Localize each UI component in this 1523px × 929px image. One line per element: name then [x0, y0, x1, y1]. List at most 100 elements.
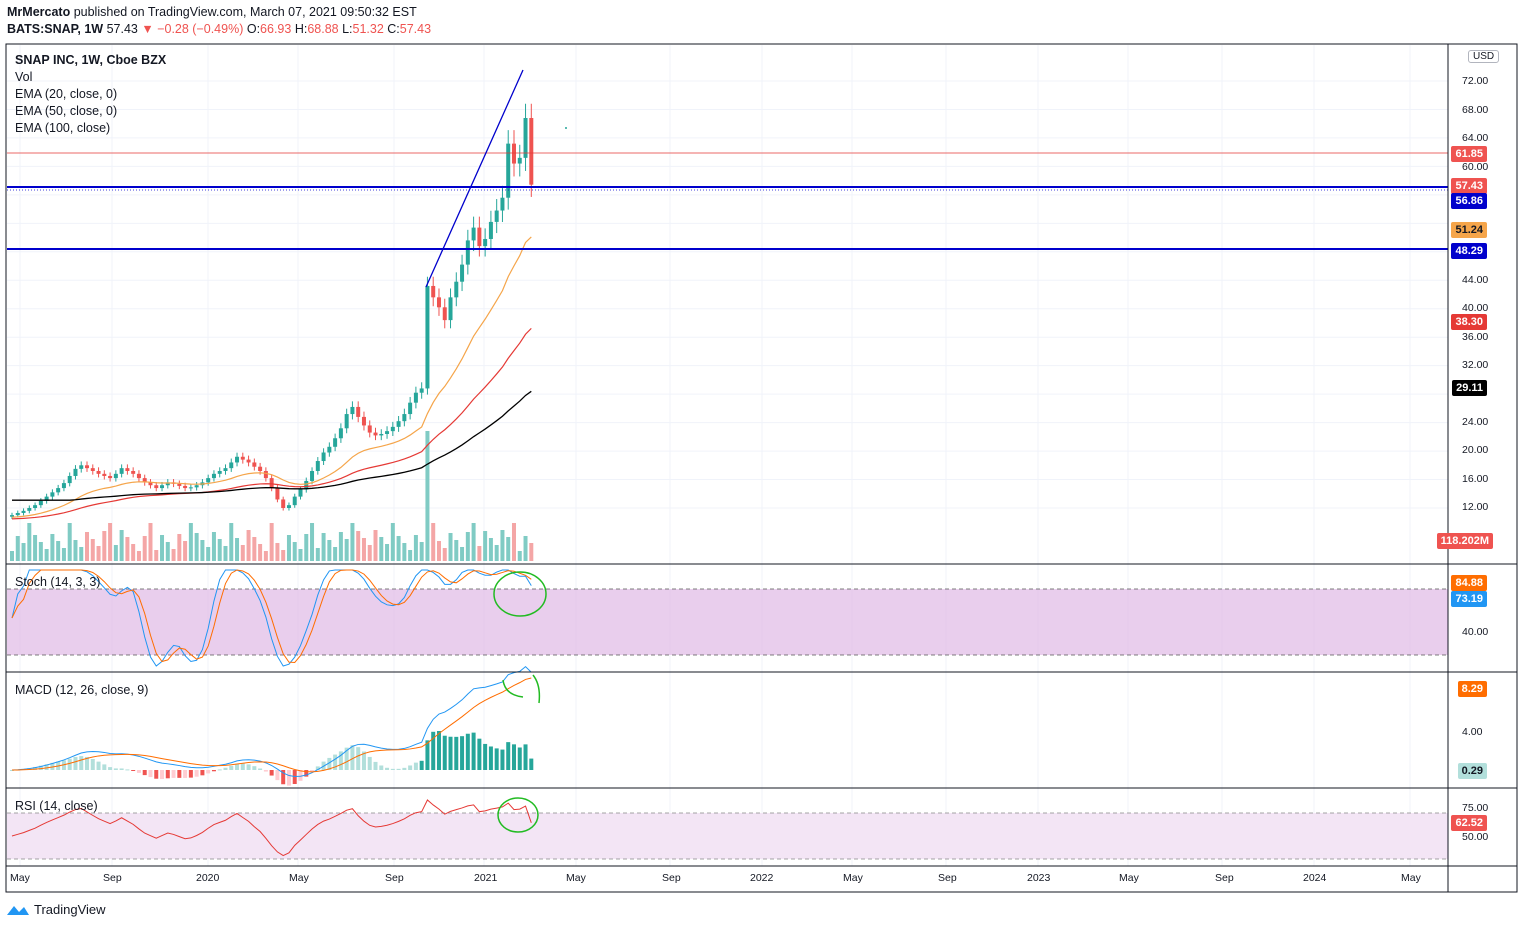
macd-hist-bar — [402, 767, 407, 770]
time-tick: 2023 — [1027, 872, 1051, 884]
volume-bar — [321, 533, 326, 561]
macd-hist-bar — [229, 765, 234, 770]
macd-hist-bar — [223, 767, 228, 770]
down-arrow-icon: ▼ — [141, 22, 154, 36]
candle — [252, 462, 257, 467]
volume-bar — [56, 541, 61, 561]
volume-bar — [206, 547, 211, 561]
candle — [373, 432, 378, 436]
candle — [67, 475, 72, 484]
time-tick: Sep — [385, 872, 404, 884]
macd-hist-bar — [165, 770, 170, 779]
macd-hist-bar — [385, 767, 390, 770]
time-tick: May — [843, 872, 863, 884]
volume-bar — [44, 549, 49, 561]
macd-hist-bar — [258, 768, 263, 770]
candle — [113, 473, 118, 479]
candle — [211, 473, 216, 479]
volume-bar — [10, 551, 14, 561]
volume-bar — [373, 530, 378, 561]
volume-bar — [419, 542, 424, 561]
volume-bar — [511, 523, 516, 561]
volume-bar — [442, 548, 447, 561]
volume-bar — [413, 535, 418, 561]
candle — [33, 505, 38, 508]
candle — [85, 465, 90, 469]
time-tick: Sep — [103, 872, 122, 884]
candle — [38, 500, 43, 506]
volume-bar — [258, 544, 263, 561]
candle — [131, 470, 136, 474]
volume-bar — [448, 533, 453, 561]
macd-hist-bar — [281, 770, 286, 785]
candle — [108, 475, 113, 479]
volume-bar — [27, 523, 32, 561]
tradingview-brand[interactable]: TradingView — [6, 902, 106, 917]
macd-hist-bar — [211, 770, 216, 772]
legend-vol: Vol — [15, 70, 33, 84]
volume-bar — [483, 531, 488, 561]
macd-hist-bar — [286, 770, 291, 786]
volume-bar — [229, 523, 234, 561]
price-tick: 24.00 — [1462, 416, 1489, 428]
tag-level-61: 61.85 — [1451, 146, 1487, 162]
macd-hist-bar — [171, 770, 176, 778]
volume-bar — [73, 540, 78, 561]
macd-hist-bar — [338, 751, 343, 770]
tag-stoch-d: 84.88 — [1451, 575, 1487, 591]
macd-hist-bar — [188, 770, 193, 778]
macd-hist-bar — [160, 770, 165, 779]
currency-button[interactable]: USD — [1468, 50, 1500, 63]
tag-level-48: 48.29 — [1451, 243, 1487, 259]
annotation-circle-rsi — [497, 797, 539, 833]
candle — [454, 281, 459, 298]
trend-line — [425, 69, 524, 288]
tag-ema100: 29.11 — [1452, 380, 1487, 396]
price-tick: 72.00 — [1462, 75, 1489, 87]
macd-hist-bar — [367, 756, 372, 770]
macd-hist-bar — [465, 733, 470, 770]
macd-hist-bar — [361, 751, 366, 770]
time-tick: Sep — [662, 872, 681, 884]
candle — [275, 488, 280, 500]
candle — [517, 157, 522, 164]
candle — [361, 416, 366, 426]
time-tick: 2022 — [750, 872, 774, 884]
macd-hist-bar — [431, 731, 436, 770]
candle — [50, 492, 55, 497]
high-value: 68.88 — [307, 22, 339, 36]
macd-hist-bar — [217, 769, 222, 771]
candle — [206, 478, 211, 483]
volume-bar — [96, 546, 101, 561]
macd-hist-bar — [85, 756, 90, 770]
candle — [177, 483, 182, 486]
candle — [419, 388, 424, 393]
price-tick: 60.00 — [1462, 161, 1489, 173]
volume-bar — [460, 547, 465, 561]
time-tick: May — [566, 872, 586, 884]
time-tick: 2021 — [474, 872, 498, 884]
macd-hist-bar — [471, 732, 476, 770]
macd-hist-bar — [200, 770, 205, 776]
time-tick: Sep — [1215, 872, 1234, 884]
macd-hist-bar — [275, 770, 280, 781]
volume-bar — [431, 523, 436, 561]
candle — [350, 406, 355, 415]
dot-marker — [565, 127, 567, 129]
candle — [310, 470, 315, 481]
volume-bar — [494, 545, 499, 561]
volume-bar — [67, 523, 72, 561]
candle — [511, 143, 516, 164]
macd-hist-bar — [263, 770, 268, 772]
macd-hist-bar — [413, 762, 418, 770]
macd-hist-bar — [327, 757, 332, 770]
macd-hist-bar — [292, 770, 297, 784]
macd-hist-bar — [310, 770, 315, 772]
volume-bar — [160, 535, 165, 561]
macd-signal-line — [11, 677, 532, 773]
macd-hist-bar — [119, 768, 124, 770]
candle — [477, 227, 482, 247]
macd-hist-bar — [488, 746, 493, 770]
macd-hist-bar — [33, 766, 38, 770]
